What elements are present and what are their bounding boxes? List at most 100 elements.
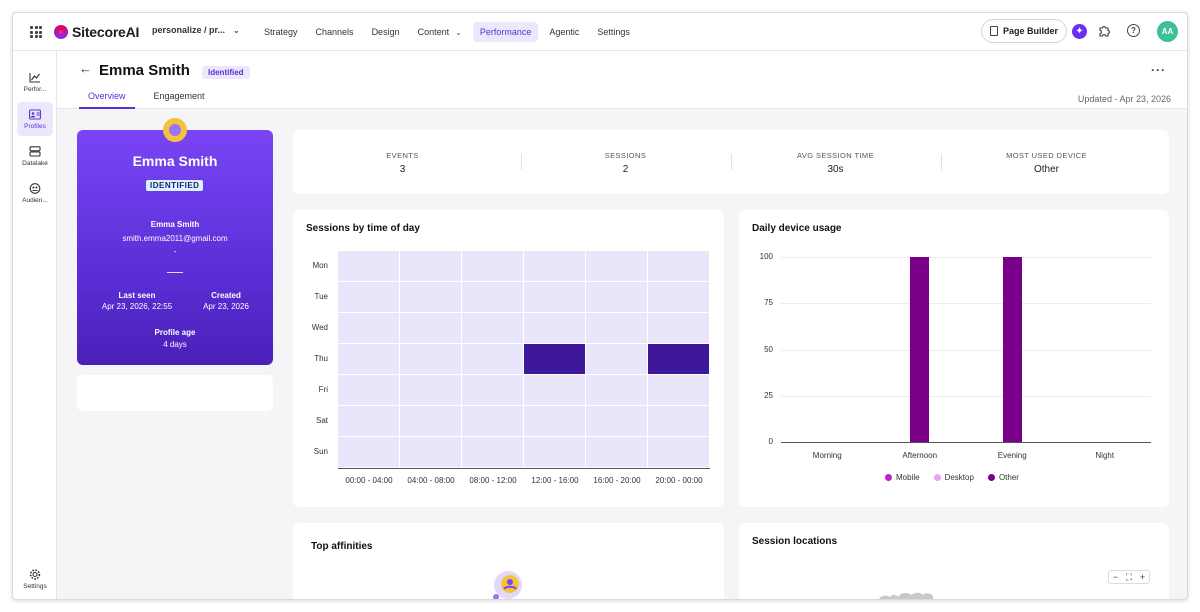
help-icon[interactable]: ?: [1127, 24, 1140, 37]
heatmap-cell[interactable]: [338, 375, 399, 405]
heatmap-cell[interactable]: [338, 437, 399, 467]
site-selector-label: personalize / pr...: [152, 25, 226, 35]
nav-design[interactable]: Design: [371, 27, 400, 37]
nav-agentic[interactable]: Agentic: [549, 27, 580, 37]
heatmap-column-label: 16:00 - 20:00: [593, 476, 641, 485]
map-zoom-controls: − ⛶ +: [1108, 570, 1150, 584]
bar-other[interactable]: [1002, 257, 1022, 442]
app-switcher-icon[interactable]: [30, 26, 42, 38]
person-icon: [169, 124, 181, 136]
rail-item-datalake[interactable]: Datalake: [17, 139, 53, 173]
legend-label: Other: [998, 473, 1019, 482]
heatmap-cell[interactable]: [524, 344, 585, 374]
legend-item[interactable]: Desktop: [933, 473, 974, 482]
panel-title: Daily device usage: [752, 223, 842, 234]
heatmap-cell[interactable]: [524, 437, 585, 467]
heatmap-cell[interactable]: [586, 282, 647, 312]
nav-content[interactable]: Content ⌄: [417, 27, 462, 37]
heatmap-cell[interactable]: [524, 313, 585, 343]
heatmap-cell[interactable]: [400, 313, 461, 343]
heatmap-cell[interactable]: [586, 375, 647, 405]
affinities-illustration-icon: [493, 571, 522, 599]
extensions-icon[interactable]: [1097, 24, 1111, 38]
zoom-in-icon[interactable]: +: [1139, 572, 1146, 582]
heatmap-cell[interactable]: [400, 344, 461, 374]
profile-age-value: 4 days: [163, 340, 187, 349]
heatmap-cell[interactable]: [400, 437, 461, 467]
heatmap-cell[interactable]: [462, 313, 523, 343]
heatmap-cell[interactable]: [648, 282, 709, 312]
nav-performance[interactable]: Performance: [472, 22, 539, 42]
heatmap-cell[interactable]: [586, 251, 647, 281]
heatmap-cell[interactable]: [338, 282, 399, 312]
heatmap-cell[interactable]: [338, 313, 399, 343]
heatmap-cell[interactable]: [648, 437, 709, 467]
back-arrow-icon[interactable]: ←: [79, 61, 92, 76]
heatmap-cell[interactable]: [648, 313, 709, 343]
heatmap-column-label: 04:00 - 08:00: [407, 476, 455, 485]
nav-channels[interactable]: Channels: [315, 27, 354, 37]
heatmap-cell[interactable]: [338, 344, 399, 374]
rail-item-performance[interactable]: Perfor...: [17, 65, 53, 99]
page-builder-button[interactable]: Page Builder: [981, 19, 1067, 43]
site-selector[interactable]: personalize / pr... ⌄: [152, 25, 240, 35]
nav-settings[interactable]: Settings: [597, 27, 630, 37]
heatmap-cell[interactable]: [400, 406, 461, 436]
heatmap-cell[interactable]: [586, 313, 647, 343]
heatmap-cell[interactable]: [648, 251, 709, 281]
heatmap-cell[interactable]: [524, 251, 585, 281]
y-tick-label: 25: [764, 390, 773, 400]
legend-swatch: [933, 474, 941, 481]
logo[interactable]: SitecoreAI: [54, 24, 139, 40]
heatmap-cell[interactable]: [462, 437, 523, 467]
nav-strategy[interactable]: Strategy: [264, 27, 298, 37]
rail-item-audiences[interactable]: Audien...: [17, 176, 53, 210]
more-options-icon[interactable]: ···: [1151, 63, 1166, 77]
gridline: [781, 257, 1151, 258]
heatmap-cell[interactable]: [338, 406, 399, 436]
heatmap-cell[interactable]: [586, 406, 647, 436]
chart-icon: [29, 72, 40, 83]
zoom-out-icon[interactable]: −: [1112, 572, 1119, 582]
tab-engagement[interactable]: Engagement: [153, 91, 205, 101]
heatmap-cell[interactable]: [524, 282, 585, 312]
heatmap-cell[interactable]: [648, 375, 709, 405]
heatmap-row-label: Wed: [311, 323, 328, 332]
legend-item[interactable]: Other: [987, 473, 1019, 482]
rail-item-settings[interactable]: Settings: [17, 562, 53, 596]
gridline: [781, 442, 1151, 443]
tab-overview[interactable]: Overview: [79, 91, 135, 109]
heatmap-cell[interactable]: [586, 437, 647, 467]
updated-timestamp: Updated - Apr 23, 2026: [1077, 94, 1171, 104]
tab-bar: Overview Engagement: [79, 91, 214, 109]
rail-item-profiles[interactable]: Profiles: [17, 102, 53, 136]
heatmap-cell[interactable]: [400, 375, 461, 405]
heatmap-row-label: Thu: [314, 354, 328, 363]
heatmap-cell[interactable]: [462, 282, 523, 312]
heatmap-cell[interactable]: [462, 375, 523, 405]
heatmap-cell[interactable]: [462, 344, 523, 374]
fullscreen-icon[interactable]: ⛶: [1125, 571, 1133, 582]
profile-header: ← Emma Smith Identified ··· Overview Eng…: [57, 51, 1187, 109]
gridline: [781, 395, 1151, 397]
heatmap-cell[interactable]: [338, 251, 399, 281]
heatmap-cell[interactable]: [400, 251, 461, 281]
gridline: [781, 349, 1151, 351]
heatmap-row-label: Fri: [318, 385, 328, 394]
bar-other[interactable]: [910, 257, 930, 442]
heatmap-axis: [338, 468, 710, 469]
ai-assistant-icon[interactable]: ✦: [1072, 24, 1087, 39]
heatmap-cell[interactable]: [524, 406, 585, 436]
heatmap-cell[interactable]: [586, 344, 647, 374]
heatmap-row-label: Sun: [313, 447, 328, 456]
heatmap-column-label: 20:00 - 00:00: [655, 476, 703, 485]
y-tick-label: 100: [759, 252, 773, 261]
heatmap-cell[interactable]: [648, 344, 709, 374]
user-avatar[interactable]: AA: [1157, 21, 1178, 42]
legend-item[interactable]: Mobile: [885, 473, 920, 482]
heatmap-cell[interactable]: [400, 282, 461, 312]
heatmap-cell[interactable]: [462, 406, 523, 436]
heatmap-cell[interactable]: [524, 375, 585, 405]
heatmap-cell[interactable]: [648, 406, 709, 436]
heatmap-cell[interactable]: [462, 251, 523, 281]
